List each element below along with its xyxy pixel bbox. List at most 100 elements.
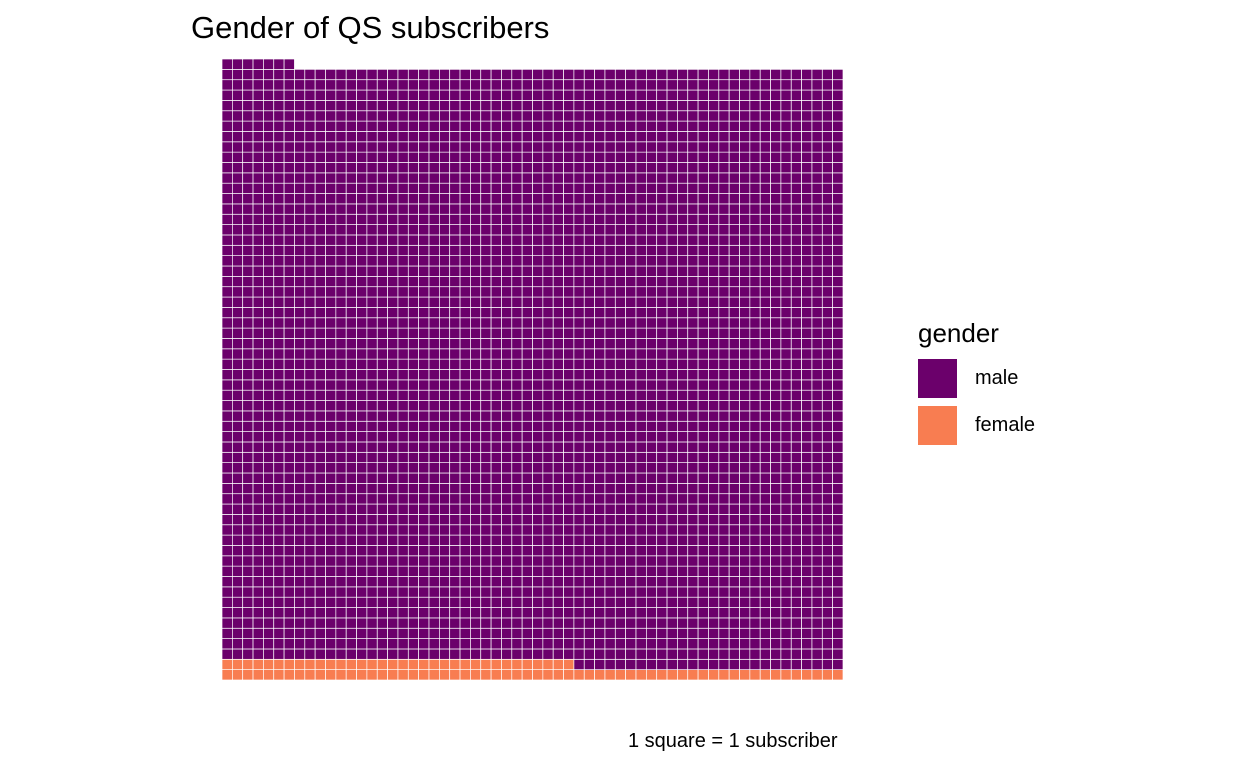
waffle-square-male [708,617,720,629]
waffle-square-male [718,379,730,391]
waffle-square-male [832,79,844,91]
waffle-square-male [666,193,678,205]
waffle-square-female [345,658,357,670]
waffle-square-male [304,276,316,288]
waffle-square-male [449,338,461,350]
waffle-square-male [635,162,647,174]
waffle-square-male [801,79,813,91]
waffle-square-male [366,348,378,360]
waffle-square-male [335,596,347,608]
waffle-square-male [532,555,544,567]
waffle-square-male [232,203,244,215]
waffle-square-male [366,410,378,422]
waffle-square-male [521,100,533,112]
waffle-square-male [490,120,502,132]
waffle-square-male [501,400,513,412]
waffle-square-male [542,162,554,174]
waffle-square-male [801,576,813,588]
waffle-square-male [490,503,502,515]
waffle-square-male [625,648,637,660]
waffle-square-male [583,658,595,670]
waffle-square-male [759,514,771,526]
waffle-square-male [418,203,430,215]
waffle-square-male [459,576,471,588]
waffle-square-male [770,483,782,495]
waffle-square-male [594,410,606,422]
waffle-square-male [314,255,326,267]
waffle-square-male [563,524,575,536]
waffle-square-male [790,607,802,619]
waffle-square-male [387,586,399,598]
waffle-square-male [563,493,575,505]
waffle-square-female [407,658,419,670]
waffle-square-male [480,234,492,246]
waffle-square-male [563,638,575,650]
waffle-square-male [376,276,388,288]
waffle-square-male [511,255,523,267]
waffle-square-male [501,213,513,225]
waffle-square-male [242,68,254,81]
waffle-square-male [739,545,751,557]
waffle-square-male [387,617,399,629]
waffle-square-male [418,493,430,505]
waffle-square-male [366,586,378,598]
waffle-square-male [304,586,316,598]
waffle-square-male [801,431,813,443]
waffle-square-male [604,514,616,526]
waffle-square-male [449,327,461,339]
waffle-square-male [325,576,337,588]
waffle-square-male [294,234,306,246]
waffle-square-male [594,162,606,174]
waffle-square-male [428,420,440,432]
waffle-square-male [563,131,575,143]
waffle-square-male [728,276,740,288]
waffle-square-male [656,534,668,546]
waffle-square-male [325,234,337,246]
waffle-square-male [397,503,409,515]
waffle-square-male [532,638,544,650]
waffle-square-male [728,286,740,298]
waffle-square-male [511,545,523,557]
waffle-square-male [542,79,554,91]
waffle-square-male [221,193,233,205]
waffle-square-male [821,586,833,598]
waffle-square-male [345,400,357,412]
waffle-square-male [790,100,802,112]
waffle-square-male [252,503,264,515]
waffle-square-male [428,627,440,639]
waffle-square-male [832,234,844,246]
waffle-square-male [387,565,399,577]
waffle-square-male [490,648,502,660]
waffle-square-male [614,338,626,350]
waffle-square-male [801,638,813,650]
waffle-square-male [677,627,689,639]
waffle-square-male [232,79,244,91]
waffle-square-male [718,627,730,639]
waffle-square-male [687,410,699,422]
waffle-square-male [232,151,244,163]
waffle-square-male [739,514,751,526]
waffle-square-male [542,120,554,132]
waffle-square-male [677,317,689,329]
waffle-square-male [759,586,771,598]
waffle-square-male [573,607,585,619]
waffle-square-male [439,172,451,184]
waffle-square-male [221,607,233,619]
waffle-square-female [656,669,668,681]
waffle-square-male [542,472,554,484]
waffle-square-male [770,348,782,360]
waffle-square-male [770,358,782,370]
waffle-square-male [583,420,595,432]
waffle-square-male [449,110,461,122]
waffle-square-male [439,255,451,267]
waffle-square-male [532,286,544,298]
waffle-square-male [501,172,513,184]
waffle-square-male [283,296,295,308]
waffle-square-male [552,379,564,391]
waffle-square-male [790,172,802,184]
waffle-square-male [708,369,720,381]
waffle-square-female [366,669,378,681]
waffle-square-male [645,172,658,184]
waffle-square-male [470,545,482,557]
waffle-square-male [811,100,823,112]
